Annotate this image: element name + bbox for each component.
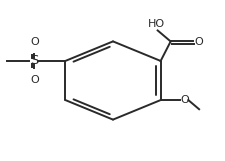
Text: O: O — [180, 95, 189, 105]
Text: O: O — [194, 37, 202, 47]
Text: S: S — [30, 54, 38, 67]
Text: O: O — [30, 37, 38, 47]
Text: HO: HO — [147, 19, 164, 28]
Text: O: O — [30, 75, 38, 85]
